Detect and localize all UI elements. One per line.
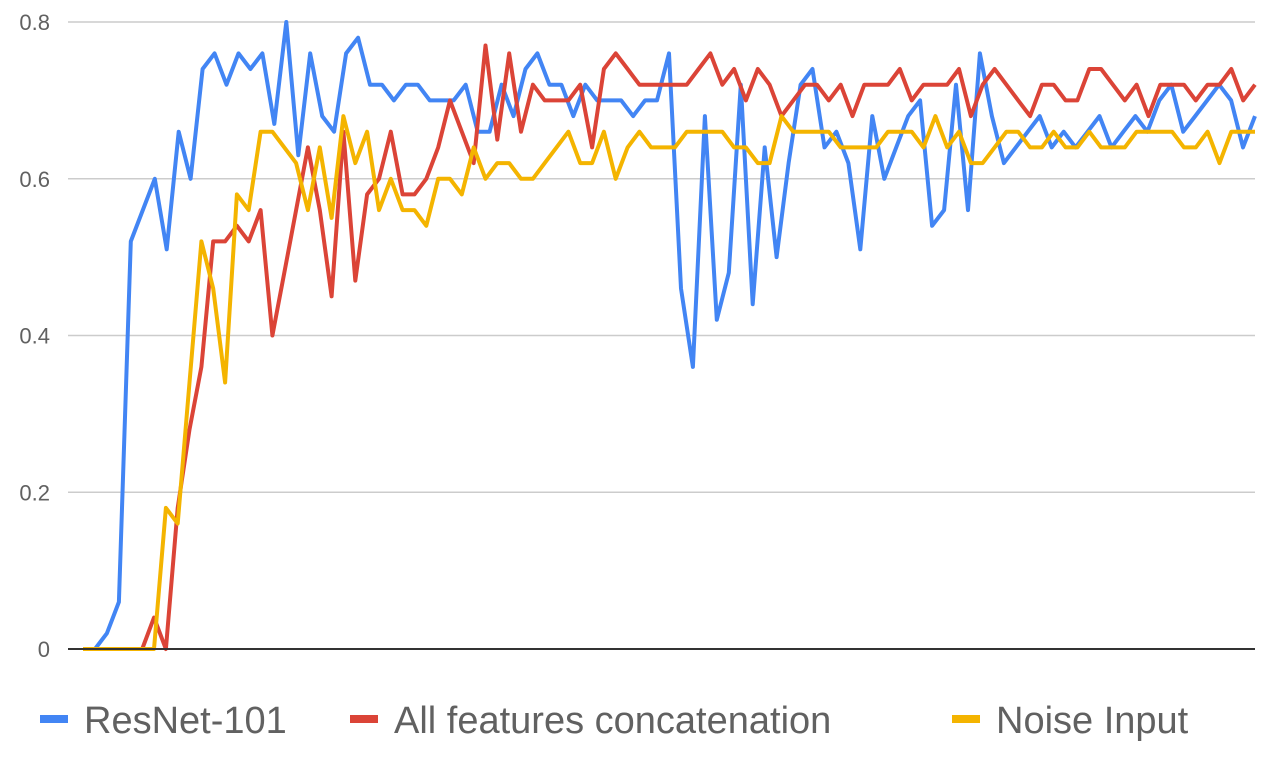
- series-lines: [83, 20, 1257, 651]
- legend-label: All features concatenation: [394, 700, 831, 742]
- y-tick-label: 0.2: [19, 480, 50, 505]
- legend-label: ResNet-101: [84, 700, 287, 742]
- y-tick-label: 0.8: [19, 10, 50, 35]
- legend-swatch: [40, 715, 68, 723]
- legend-swatch: [350, 715, 378, 723]
- y-tick-label: 0: [38, 637, 50, 662]
- legend-swatch: [952, 715, 980, 723]
- gridlines: [68, 21, 1255, 493]
- series-line-noise-input: [83, 114, 1255, 651]
- y-tick-label: 0.4: [19, 324, 50, 349]
- legend: ResNet-101 All features concatenation Nois…: [40, 700, 1189, 742]
- series-line-all-features-concatenation: [83, 43, 1257, 651]
- legend-label: Noise Input: [996, 700, 1189, 742]
- y-axis-ticks: 0 0.2 0.4 0.6 0.8: [19, 10, 50, 662]
- y-tick-label: 0.6: [19, 167, 50, 192]
